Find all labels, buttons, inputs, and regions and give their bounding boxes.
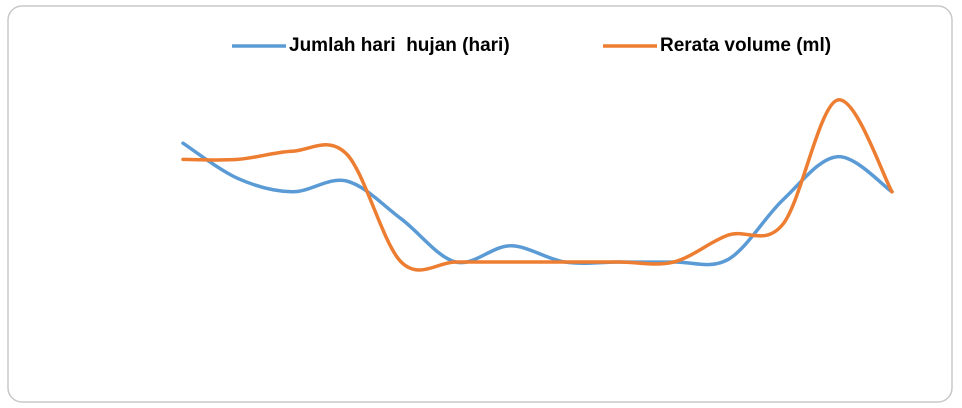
legend-label: Rerata volume (ml) — [660, 35, 831, 56]
series-line — [181, 141, 894, 267]
legend-label: Jumlah hari hujan (hari) — [289, 35, 510, 56]
chart-frame — [7, 5, 953, 403]
series-line — [181, 98, 894, 272]
